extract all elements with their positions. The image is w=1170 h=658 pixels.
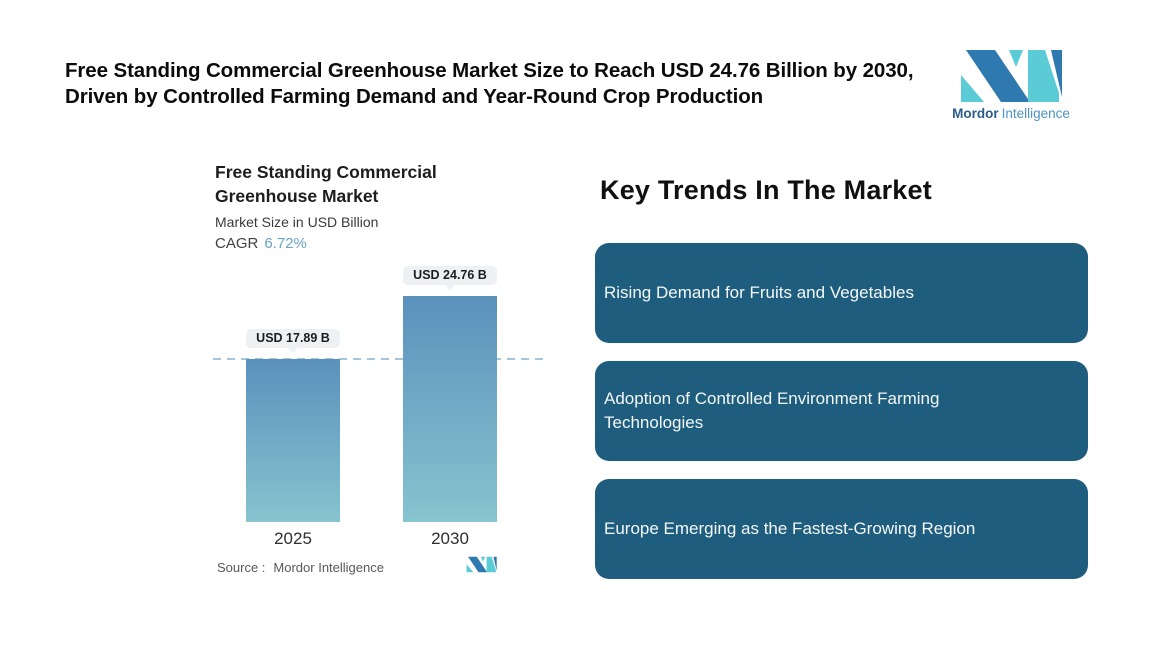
- trend-box-1: Rising Demand for Fruits and Vegetables: [595, 243, 1088, 343]
- page-title: Free Standing Commercial Greenhouse Mark…: [65, 59, 914, 108]
- source-row: Source : Mordor Intelligence: [217, 560, 384, 575]
- cagr-label: CAGR: [215, 235, 259, 252]
- source-logo-icon: [466, 556, 497, 573]
- chart-cagr-row: CAGR 6.72%: [215, 235, 545, 252]
- source-value: Mordor Intelligence: [273, 560, 384, 575]
- value-label-2025: USD 17.89 B: [246, 329, 340, 353]
- trend-text-3: Europe Emerging as the Fastest-Growing R…: [604, 519, 976, 538]
- key-trends-list: Rising Demand for Fruits and Vegetables …: [595, 243, 1088, 597]
- source-label: Source :: [217, 560, 266, 575]
- chart-header: Free Standing Commercial Greenhouse Mark…: [215, 160, 545, 252]
- trend-text-1: Rising Demand for Fruits and Vegetables: [604, 283, 914, 302]
- dashed-reference-line: [213, 358, 543, 360]
- brand-name-secondary: Intelligence: [1001, 106, 1070, 121]
- chart-title: Free Standing Commercial Greenhouse Mark…: [215, 162, 437, 206]
- key-trends-heading: Key Trends In The Market: [600, 175, 932, 205]
- x-axis-label-2030: 2030: [431, 529, 469, 548]
- trend-box-2: Adoption of Controlled Environment Farmi…: [595, 361, 1088, 461]
- bar-2025: [246, 359, 340, 522]
- chart-subtitle: Market Size in USD Billion: [215, 214, 379, 230]
- x-axis-label-2025: 2025: [274, 529, 312, 548]
- bar-plot: USD 17.89 B USD 24.76 B 2025 2030: [213, 266, 543, 548]
- cagr-value: 6.72%: [264, 235, 307, 252]
- trend-text-2: Adoption of Controlled Environment Farmi…: [604, 389, 940, 432]
- bar-2030: [403, 296, 497, 522]
- value-label-2030: USD 24.76 B: [403, 266, 497, 290]
- brand-name-primary: Mordor: [952, 106, 999, 121]
- mordor-intelligence-logo-icon: [961, 50, 1062, 102]
- brand-name: Mordor Intelligence: [950, 106, 1072, 121]
- brand-logo: Mordor Intelligence: [950, 49, 1072, 121]
- trend-box-3: Europe Emerging as the Fastest-Growing R…: [595, 479, 1088, 579]
